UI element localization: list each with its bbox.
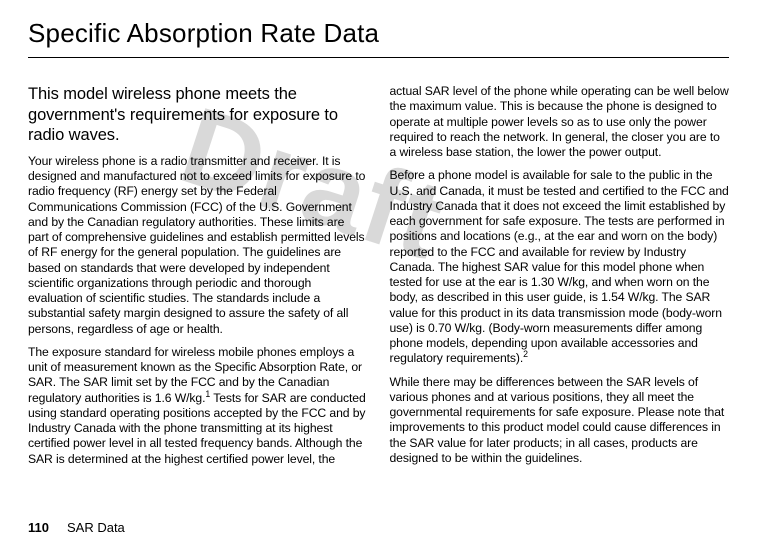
paragraph-4: While there may be differences between t…	[390, 375, 730, 467]
footnote-ref-2: 2	[523, 349, 528, 359]
page-title: Specific Absorption Rate Data	[28, 18, 729, 58]
section-label: SAR Data	[67, 520, 125, 535]
subheading: This model wireless phone meets the gove…	[28, 84, 368, 146]
body-columns: This model wireless phone meets the gove…	[28, 84, 729, 470]
page-number: 110	[28, 520, 49, 535]
paragraph-1: Your wireless phone is a radio transmitt…	[28, 154, 368, 337]
paragraph-3-text: Before a phone model is available for sa…	[390, 168, 729, 365]
paragraph-3: Before a phone model is available for sa…	[390, 168, 730, 366]
page-footer: 110 SAR Data	[28, 520, 125, 535]
